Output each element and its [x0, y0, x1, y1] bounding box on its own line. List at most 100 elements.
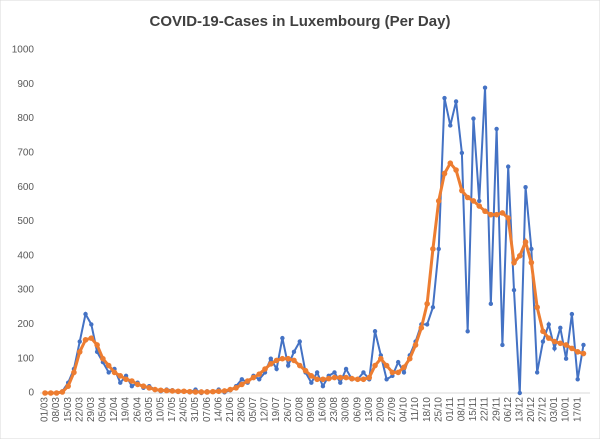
data-point — [516, 253, 523, 259]
data-point — [314, 370, 320, 375]
data-point — [523, 185, 528, 190]
x-tick-label: 26/07 — [283, 397, 294, 422]
data-point — [493, 211, 500, 218]
data-point — [59, 389, 66, 395]
data-point — [522, 239, 529, 245]
chart-title: COVID-19-Cases in Luxembourg (Per Day) — [150, 13, 451, 30]
data-point — [146, 385, 153, 391]
x-tick-label: 23/08 — [329, 397, 340, 422]
data-point — [268, 361, 274, 367]
x-tick-label: 30/08 — [341, 397, 352, 422]
data-point — [418, 325, 425, 331]
data-point — [447, 160, 454, 166]
data-point — [129, 378, 135, 384]
data-point — [175, 388, 181, 395]
x-tick-label: 01/03 — [40, 397, 51, 422]
data-point — [511, 259, 517, 266]
data-point — [325, 375, 332, 382]
x-tick-label: 06/12 — [503, 397, 514, 422]
data-point — [65, 383, 71, 389]
x-tick-label: 25/10 — [433, 397, 444, 422]
data-point — [464, 194, 471, 201]
data-point — [372, 362, 378, 369]
data-point — [389, 369, 396, 376]
data-point — [204, 389, 210, 395]
data-point — [534, 370, 540, 375]
y-tick-label: 600 — [17, 182, 34, 193]
x-tick-label: 19/04 — [121, 397, 132, 422]
data-point — [94, 342, 100, 348]
y-tick-label: 400 — [17, 250, 34, 261]
x-tick-label: 13/12 — [514, 397, 525, 422]
y-tick-label: 200 — [17, 319, 34, 330]
data-point — [280, 335, 285, 341]
data-point — [506, 164, 511, 169]
data-point — [545, 335, 552, 341]
data-point — [499, 210, 506, 216]
x-tick-label: 22/03 — [74, 397, 85, 422]
data-point — [476, 203, 483, 209]
data-point — [482, 208, 488, 215]
x-tick-label: 28/06 — [237, 397, 248, 422]
data-point — [424, 301, 430, 307]
data-point — [192, 389, 199, 395]
data-point — [256, 371, 263, 377]
data-point — [540, 328, 546, 335]
x-tick-label: 21/06 — [225, 397, 236, 422]
data-point — [186, 388, 193, 395]
data-point — [152, 386, 158, 393]
x-tick-label: 17/01 — [572, 397, 583, 422]
data-point — [332, 370, 337, 375]
data-point — [227, 386, 234, 393]
x-tick-label: 15/11 — [468, 397, 479, 422]
y-tick-label: 0 — [28, 388, 34, 399]
data-point — [268, 356, 274, 361]
x-tick-label: 20/09 — [375, 397, 386, 422]
data-point — [441, 170, 448, 177]
data-point — [494, 126, 499, 132]
x-tick-label: 16/08 — [318, 397, 329, 422]
data-point — [540, 339, 546, 344]
data-point — [274, 366, 279, 372]
data-point — [47, 390, 54, 396]
data-point — [372, 329, 378, 334]
data-point — [53, 390, 60, 396]
data-point — [470, 198, 477, 204]
data-point — [424, 322, 430, 327]
data-point — [291, 357, 297, 364]
data-point — [320, 383, 326, 389]
data-point — [296, 362, 303, 369]
x-tick-label: 05/04 — [98, 397, 109, 422]
y-tick-label: 500 — [17, 216, 34, 227]
x-tick-label: 22/11 — [480, 397, 491, 422]
x-tick-label: 10/01 — [561, 397, 572, 422]
data-point — [366, 374, 373, 381]
data-point — [511, 287, 517, 293]
y-tick-label: 700 — [17, 148, 34, 159]
x-tick-label: 12/04 — [109, 397, 120, 422]
data-point — [198, 389, 205, 395]
data-point — [158, 387, 164, 394]
data-point — [401, 370, 407, 375]
data-point — [331, 374, 338, 381]
data-point — [551, 338, 558, 345]
data-point — [360, 376, 367, 383]
data-point — [563, 356, 569, 361]
x-tick-label: 17/05 — [167, 397, 178, 422]
data-point — [453, 167, 459, 173]
data-point — [117, 373, 124, 379]
data-point — [412, 342, 419, 348]
x-tick-label: 01/11 — [445, 397, 456, 422]
data-point — [257, 377, 262, 382]
y-tick-label: 800 — [17, 113, 34, 124]
x-tick-label: 09/08 — [306, 397, 317, 422]
data-point — [262, 366, 268, 372]
data-point — [552, 346, 557, 351]
data-point — [517, 390, 522, 396]
data-point — [482, 85, 488, 90]
data-point — [42, 390, 48, 396]
x-tick-label: 13/09 — [364, 397, 375, 422]
data-point — [314, 376, 320, 383]
data-point — [279, 355, 286, 362]
data-point — [169, 388, 176, 394]
